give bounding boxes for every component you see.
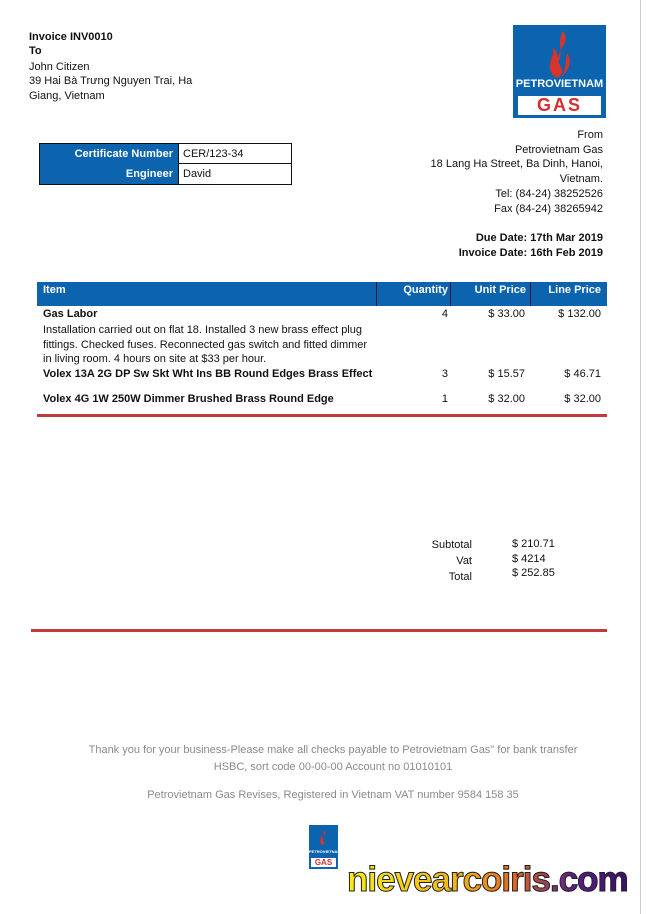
total-label: Total [448,571,472,583]
from-company: Petrovietnam Gas [514,143,603,156]
flame-icon [320,829,326,845]
totals-bottom-rule [31,629,607,632]
petrovietnam-gas-logo: PETROVIETNAM GAS [513,25,606,118]
client-name: John Citizen [29,61,90,73]
item-name: Volex 4G 1W 250W Dimmer Brushed Brass Ro… [43,393,334,405]
totals-values: $ 210.71 $ 4214 $ 252.85 [512,537,555,581]
item-description: Installation carried out on flat 18. Ins… [43,323,367,367]
certificate-table: Certificate Number CER/123-34 Engineer D… [39,143,292,185]
vat-label: Vat [456,555,472,567]
description-line: Installation carried out on flat 18. Ins… [43,324,362,336]
item-name: Volex 13A 2G DP Sw Skt Wht Ins BB Round … [43,368,373,380]
footer-bank-details: HSBC, sort code 00-00-00 Account no 0101… [213,761,453,773]
invoice-date: Invoice Date: 16th Feb 2019 [458,247,603,259]
logo-brand-text: PETROVIETNAM [309,849,341,854]
header-item: Item [43,284,66,296]
footer-registration: Petrovietnam Gas Revises, Registered in … [147,789,519,801]
watermark: nievearcoiris.com [347,860,630,900]
subtotal-value: $ 210.71 [512,538,555,550]
engineer-value: David [178,164,292,184]
item-line-price: $ 46.71 [564,368,601,380]
certificate-number-value: CER/123-34 [178,144,292,164]
page-edge [640,0,641,914]
header-quantity: Quantity [376,282,450,306]
item-name: Gas Labor [43,308,98,320]
certificate-number-label: Certificate Number [40,144,178,164]
item-line-price: $ 132.00 [558,308,601,320]
engineer-label: Engineer [40,164,178,184]
invoice-title: Invoice INV0010 [29,31,113,43]
from-tel: Tel: (84-24) 38252526 [495,187,603,200]
items-table-header: Item Quantity Unit Price Line Price [37,282,607,306]
item-quantity: 3 [441,368,448,380]
vat-value: $ 4214 [512,552,546,565]
from-address-line: Vietnam. [559,173,603,186]
header-unit-price: Unit Price [450,282,530,306]
from-block: From Petrovietnam Gas 18 Lang Ha Street,… [431,128,603,216]
logo-gas-text: GAS [311,858,336,867]
subtotal-label: Subtotal [431,539,472,551]
from-address-line: 18 Lang Ha Street, Ba Dinh, Hanoi, [430,158,603,171]
client-address-line: Giang, Vietnam [29,90,105,102]
item-line-price: $ 32.00 [564,393,601,405]
table-bottom-rule [37,414,607,417]
item-quantity: 1 [441,393,448,405]
item-quantity: 4 [441,308,448,320]
item-unit-price: $ 33.00 [488,308,525,320]
total-value: $ 252.85 [512,567,555,579]
from-label: From [577,129,603,141]
flame-icon [549,31,570,78]
totals-labels: Subtotal Vat Total [432,537,472,585]
footer-logo: PETROVIETNAM GAS [309,825,341,869]
logo-gas-text: GAS [518,96,601,115]
logo-brand-text: PETROVIETNAM [515,78,604,90]
dates-block: Due Date: 17th Mar 2019 Invoice Date: 16… [459,231,603,261]
description-line: fittings. Checked fuses. Reconnected gas… [43,338,368,351]
description-line: in living room. 4 hours on site at $33 p… [43,353,267,366]
from-fax: Fax (84-24) 38265942 [494,202,603,215]
to-label: To [29,45,42,57]
header-line-price: Line Price [530,282,607,306]
item-unit-price: $ 32.00 [488,393,525,405]
due-date: Due Date: 17th Mar 2019 [475,232,603,244]
client-address-line: 39 Hai Bà Trưng Nguyen Trai, Ha [29,75,193,87]
footer-thank-you: Thank you for your business-Please make … [88,744,578,756]
item-unit-price: $ 15.57 [488,368,525,380]
